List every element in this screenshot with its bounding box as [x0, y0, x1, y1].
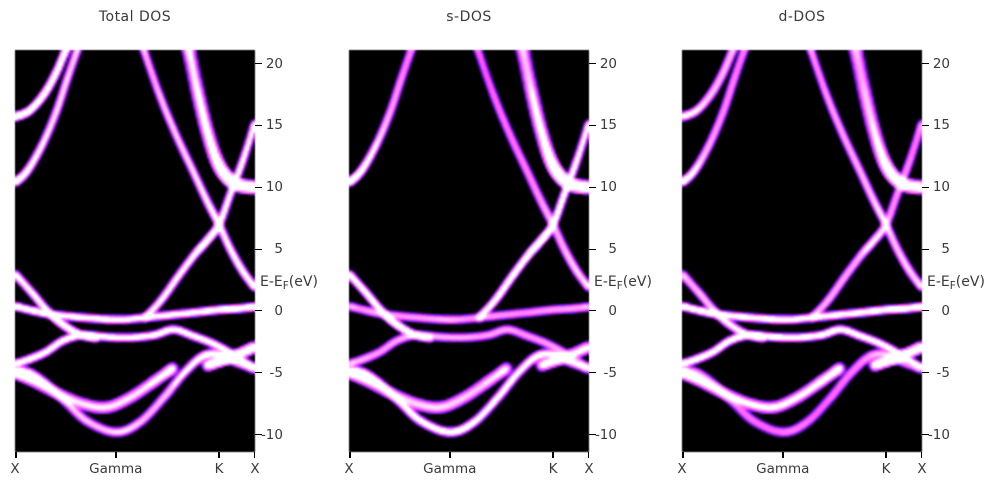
x-axis-tick — [782, 452, 784, 458]
x-axis-tick — [349, 452, 351, 458]
panel-title: d-DOS — [778, 9, 826, 25]
x-axis-tick — [587, 452, 589, 458]
y-axis-tick-label: 0 — [941, 302, 950, 319]
y-axis-tick-label: -10 — [594, 426, 617, 443]
x-axis-tick — [115, 452, 117, 458]
y-axis-tick-label: 0 — [608, 302, 617, 319]
subscript-f: F — [616, 280, 623, 292]
y-axis-tick — [922, 434, 929, 436]
y-axis-tick — [589, 310, 596, 312]
y-axis-tick — [589, 434, 596, 436]
y-axis-tick-label: 5 — [941, 241, 950, 258]
x-axis-tick-label: X — [344, 461, 354, 477]
x-axis-tick — [552, 452, 554, 458]
x-axis-tick-label: X — [677, 461, 687, 477]
subscript-f: F — [949, 280, 956, 292]
spectral-plot-canvas — [682, 50, 922, 452]
x-axis-tick — [885, 452, 887, 458]
y-axis-tick — [922, 186, 929, 188]
y-axis-tick-label: 5 — [608, 241, 617, 258]
spectral-plot-canvas — [349, 50, 589, 452]
y-axis-tick — [255, 372, 262, 374]
x-axis-tick — [253, 452, 255, 458]
y-axis-tick-label: 0 — [274, 302, 283, 319]
x-axis-tick-label: Gamma — [423, 461, 477, 477]
y-axis-tick-label: 5 — [274, 241, 283, 258]
x-axis-tick — [449, 452, 451, 458]
y-axis-tick — [255, 248, 262, 250]
y-axis-tick-label: 10 — [265, 179, 283, 196]
y-axis-label: E-EF(eV) — [927, 274, 985, 292]
x-axis-tick-label: X — [584, 461, 594, 477]
y-axis-tick-label: 20 — [265, 55, 283, 72]
y-axis-tick — [255, 310, 262, 312]
y-axis-tick — [922, 248, 929, 250]
y-axis-tick-label: 10 — [932, 179, 950, 196]
y-axis-tick-label: -10 — [927, 426, 950, 443]
y-axis-tick — [255, 434, 262, 436]
x-axis-tick-label: Gamma — [89, 461, 143, 477]
x-axis-tick — [682, 452, 684, 458]
y-axis-tick-label: -5 — [269, 364, 283, 381]
panel-total-dos: Total DOS E-EF(eV) 20 15 10 5 0 -5 -10 X Gamma K X — [10, 0, 345, 500]
y-axis-label: E-EF(eV) — [594, 274, 652, 292]
panel-title: Total DOS — [98, 9, 172, 25]
y-axis-tick — [589, 186, 596, 188]
y-axis-tick-label: 20 — [932, 55, 950, 72]
y-axis-tick-label: 20 — [599, 55, 617, 72]
subscript-f: F — [282, 280, 289, 292]
x-axis-tick-label: K — [548, 461, 558, 477]
y-axis-tick — [922, 372, 929, 374]
y-axis-tick-label: 15 — [932, 117, 950, 134]
y-axis-tick — [922, 63, 929, 65]
y-axis-tick — [255, 63, 262, 65]
x-axis-tick-label: K — [214, 461, 224, 477]
y-axis-tick — [922, 310, 929, 312]
x-axis-tick — [15, 452, 17, 458]
spectral-plot-canvas — [15, 50, 255, 452]
x-axis-tick-label: K — [881, 461, 891, 477]
y-axis-tick-label: -10 — [260, 426, 283, 443]
y-axis-tick — [255, 186, 262, 188]
y-axis-tick-label: -5 — [936, 364, 950, 381]
y-axis-tick-label: 15 — [599, 117, 617, 134]
x-axis-tick-label: X — [10, 461, 20, 477]
y-axis-tick-label: 10 — [599, 179, 617, 196]
y-axis-tick — [922, 124, 929, 126]
x-axis-tick — [218, 452, 220, 458]
y-axis-tick — [589, 124, 596, 126]
y-axis-label: E-EF(eV) — [260, 274, 318, 292]
x-axis-tick-label: X — [250, 461, 260, 477]
y-axis-tick — [589, 372, 596, 374]
y-axis-tick — [589, 248, 596, 250]
x-axis-tick-label: Gamma — [756, 461, 810, 477]
panel-s-dos: s-DOS E-EF(eV) 20 15 10 5 0 -5 -10 X Gamma K X — [344, 0, 679, 500]
y-axis-tick — [255, 124, 262, 126]
y-axis-tick-label: 15 — [265, 117, 283, 134]
panel-title: s-DOS — [446, 9, 492, 25]
panel-d-dos: d-DOS E-EF(eV) 20 15 10 5 0 -5 -10 X Gamma K X — [677, 0, 1000, 500]
y-axis-tick-label: -5 — [603, 364, 617, 381]
x-axis-tick-label: X — [917, 461, 927, 477]
y-axis-tick — [589, 63, 596, 65]
x-axis-tick — [920, 452, 922, 458]
